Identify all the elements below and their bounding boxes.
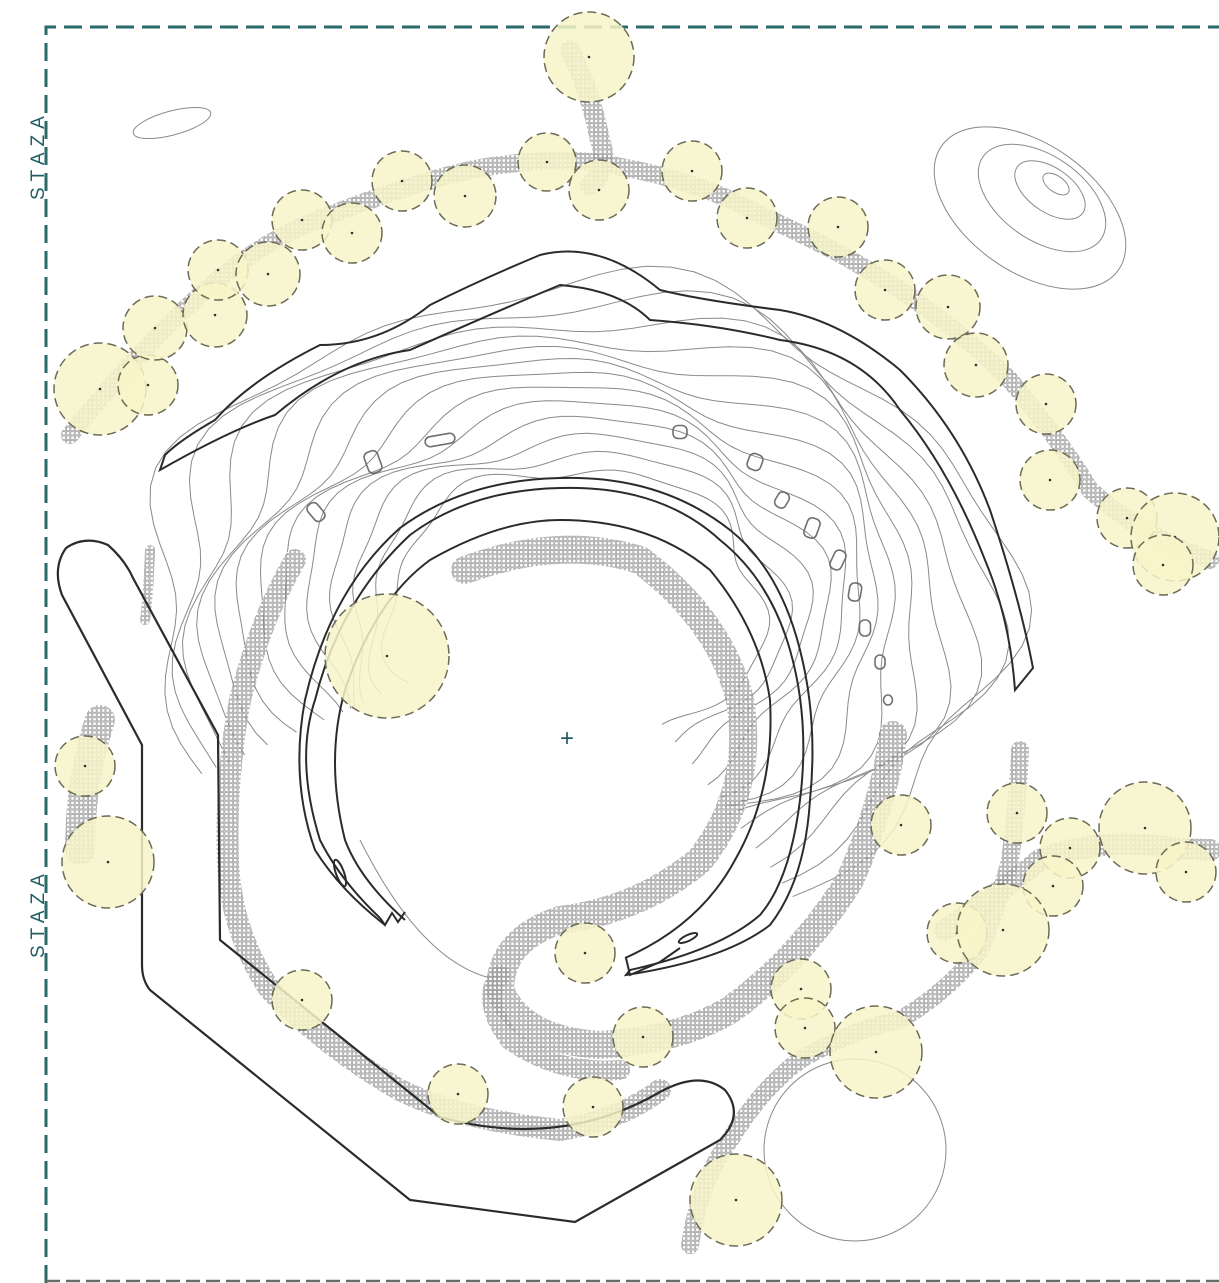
tree-trunk-marker	[545, 160, 549, 164]
tree-trunk-marker	[1051, 884, 1055, 888]
contour-island	[773, 491, 791, 509]
tree-trunk-marker	[385, 654, 389, 658]
contour-line	[235, 357, 896, 815]
contour-line	[352, 432, 814, 765]
tree-trunk-marker	[300, 218, 304, 222]
tree-trunk-marker	[597, 188, 601, 192]
tree-trunk-marker	[799, 987, 803, 991]
tree-trunk-marker	[641, 1035, 645, 1039]
paved-path-band	[140, 545, 155, 625]
tree-trunk-marker	[400, 179, 404, 183]
contour-line	[196, 335, 952, 849]
contour-island	[847, 582, 863, 602]
contour-island	[306, 501, 326, 523]
tree-trunk-marker	[874, 1050, 878, 1054]
tree-trunk-marker	[83, 764, 87, 768]
tree-trunk-marker	[153, 326, 157, 330]
inner-arc-b	[379, 911, 406, 927]
contour-details	[132, 106, 1127, 1242]
path-label-bottom: STAZA	[28, 868, 49, 958]
plaza-outline	[56, 539, 735, 1224]
inner-arc-a	[334, 518, 772, 959]
contour-island	[882, 694, 894, 706]
tree-trunk-marker	[587, 55, 591, 59]
paved-path-band	[482, 965, 630, 1081]
paved-path-band	[216, 549, 671, 1142]
tree-trunk-marker	[583, 951, 587, 955]
contour-line	[259, 371, 879, 807]
tree-trunk-marker	[106, 860, 110, 864]
tree-trunk-marker	[98, 387, 102, 391]
contour-island	[746, 452, 764, 472]
contour-island	[803, 516, 821, 540]
tree-canopies	[53, 11, 1219, 1247]
tree-trunk-marker	[734, 1198, 738, 1202]
tree-trunk-marker	[883, 288, 887, 292]
tree-trunk-marker	[1001, 928, 1005, 932]
contour-island	[363, 449, 383, 475]
tree-trunk-marker	[146, 383, 150, 387]
tree-trunk-marker	[745, 216, 749, 220]
walkway-end	[625, 947, 681, 977]
paved-path-band	[451, 535, 907, 1060]
tree-trunk-marker	[899, 823, 903, 827]
contour-line	[149, 265, 1033, 898]
tree-trunk-marker	[803, 1026, 807, 1030]
walkway-knot	[332, 858, 348, 888]
tree-trunk-marker	[1068, 846, 1072, 850]
outer-walkway	[158, 250, 1035, 693]
tree-trunk-marker	[350, 231, 354, 235]
contour-line	[306, 400, 847, 799]
contour-island	[672, 424, 688, 440]
tree-trunk-marker	[836, 225, 840, 229]
tree-trunk-marker	[1015, 811, 1019, 815]
tree-trunk-marker	[1143, 826, 1147, 830]
contour-line	[214, 346, 918, 829]
tree-trunk-marker	[974, 363, 978, 367]
crosshair-icon: +	[560, 725, 574, 752]
contour-island	[829, 549, 847, 571]
tree-trunk-marker	[1161, 563, 1165, 567]
path-label-top: STAZA	[28, 110, 49, 200]
tree-trunk-marker	[266, 272, 270, 276]
tree-trunk-marker	[1125, 516, 1129, 520]
tree-trunk-marker	[1044, 402, 1048, 406]
tree-trunk-marker	[216, 268, 220, 272]
walkway-knot-2	[677, 931, 699, 945]
tree-trunk-marker	[1048, 478, 1052, 482]
contour-island	[874, 654, 886, 670]
contour-line	[328, 415, 832, 786]
tree-trunk-marker	[690, 169, 694, 173]
site-boundary	[44, 25, 1219, 1283]
contour-line	[284, 386, 861, 805]
contour-lines	[149, 265, 1033, 898]
walkways	[158, 250, 1035, 977]
contour-island	[858, 619, 872, 637]
tree-trunk-marker	[300, 998, 304, 1002]
contour-line	[380, 469, 771, 725]
tree-trunk-marker	[213, 313, 217, 317]
contour-island	[424, 432, 456, 448]
tree-trunk-marker	[456, 1092, 460, 1096]
tree-trunk-marker	[591, 1105, 595, 1109]
tree-trunk-marker	[946, 305, 950, 309]
contour-islands	[306, 424, 894, 706]
contour-line	[181, 317, 982, 868]
tree-trunk-marker	[1184, 870, 1188, 874]
contour-line	[171, 290, 1010, 884]
tree-trunk-marker	[463, 194, 467, 198]
